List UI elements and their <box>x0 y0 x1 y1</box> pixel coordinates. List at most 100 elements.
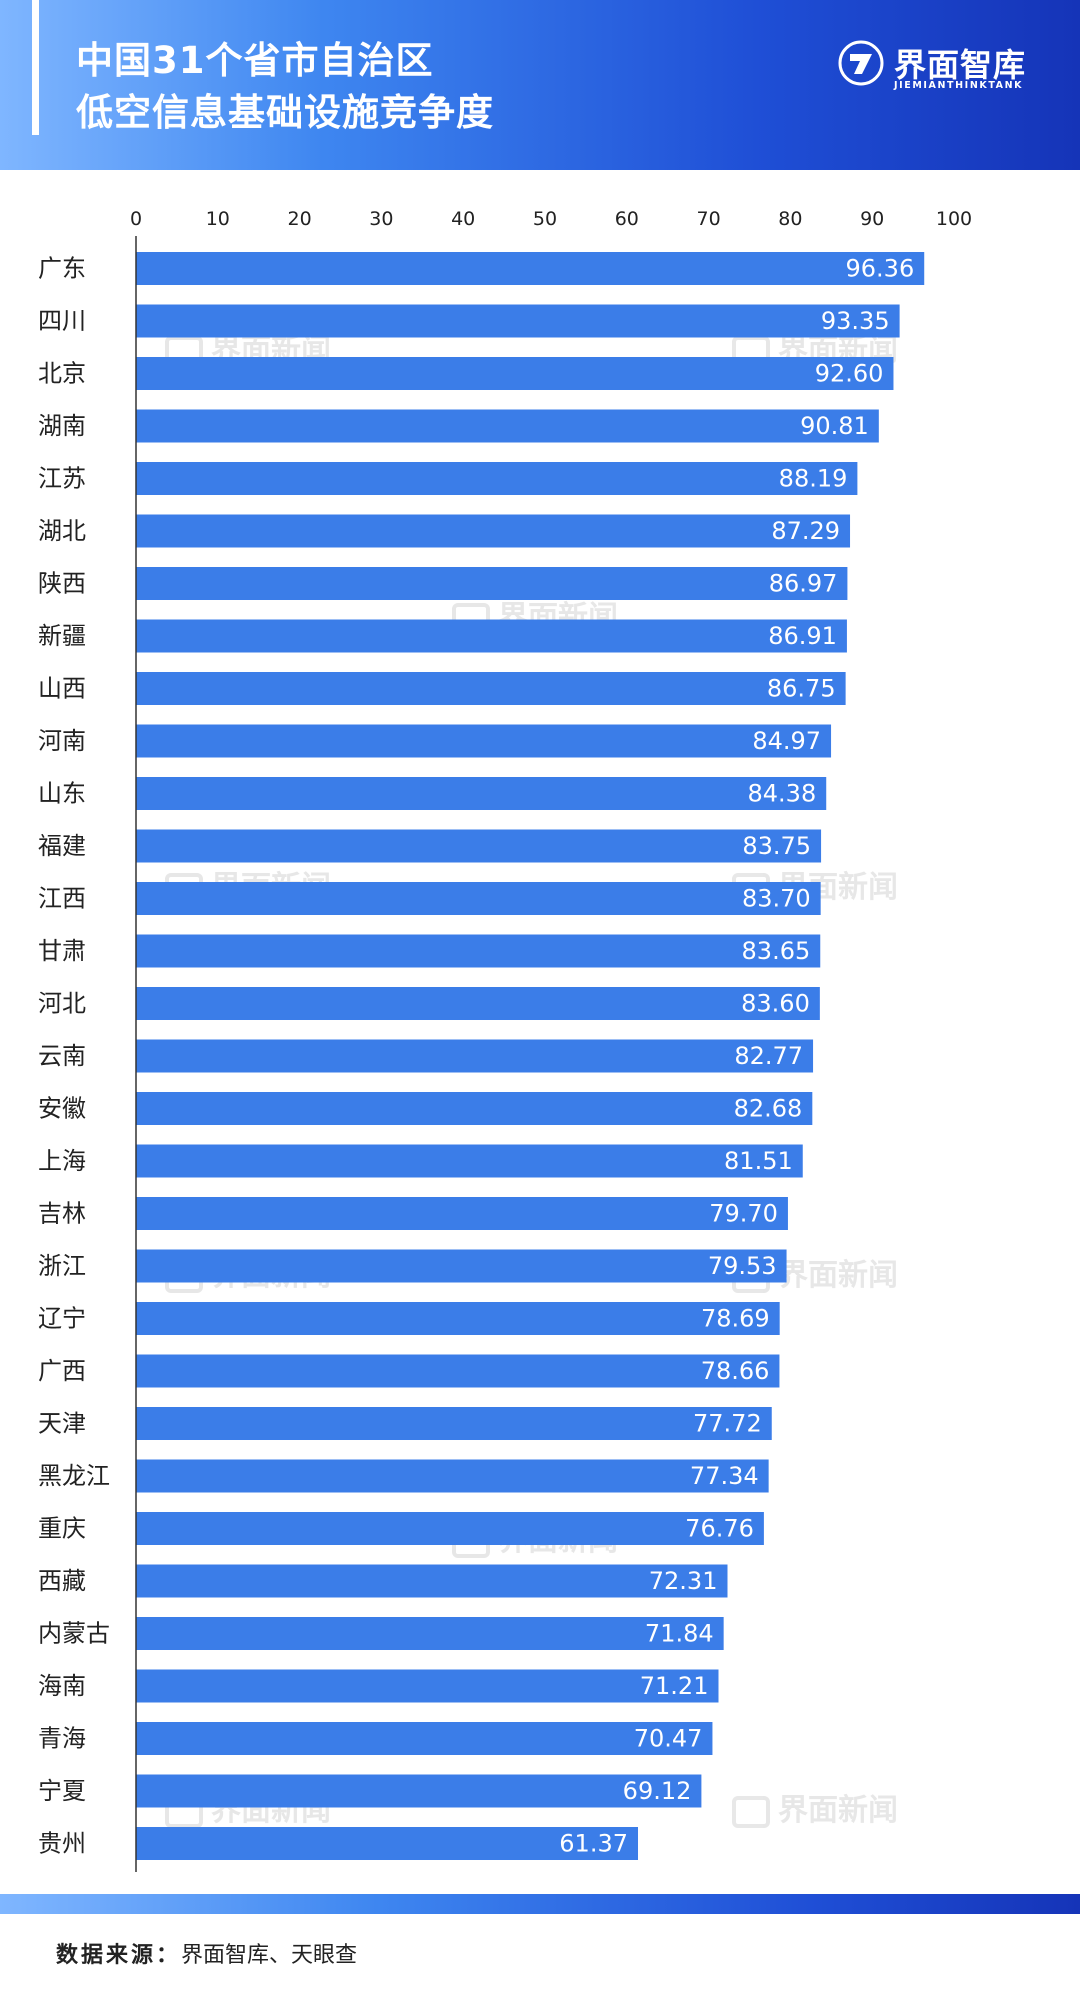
bar <box>136 304 900 338</box>
header-accent-bar <box>32 0 39 135</box>
data-source: 数据来源：界面智库、天眼查 <box>56 1937 357 1969</box>
value-label: 72.31 <box>649 1567 718 1595</box>
value-label: 79.70 <box>709 1200 778 1228</box>
x-tick-label: 70 <box>697 208 721 230</box>
bar <box>136 1669 719 1703</box>
value-label: 79.53 <box>708 1252 777 1280</box>
footer-divider-bar <box>0 1894 1080 1914</box>
value-label: 87.29 <box>771 517 840 545</box>
bar <box>136 409 879 443</box>
x-tick-label: 30 <box>369 208 393 230</box>
value-label: 92.60 <box>815 360 884 388</box>
bar <box>136 1617 724 1650</box>
x-tick-label: 10 <box>206 208 230 230</box>
category-label: 安徽 <box>38 1095 86 1123</box>
category-label: 黑龙江 <box>38 1462 110 1490</box>
category-label: 福建 <box>38 832 86 860</box>
value-label: 81.51 <box>724 1147 793 1175</box>
value-label: 84.38 <box>748 780 817 808</box>
category-label: 云南 <box>38 1042 86 1070</box>
category-label: 新疆 <box>38 622 86 650</box>
bar <box>136 567 848 600</box>
brand-logo: 界面智库 JIEMIANTHINKTANK <box>838 40 1048 100</box>
value-label: 78.66 <box>701 1357 770 1385</box>
category-label: 浙江 <box>38 1252 86 1280</box>
bar <box>136 777 827 810</box>
category-label: 贵州 <box>38 1830 86 1858</box>
x-tick-label: 40 <box>451 208 475 230</box>
value-label: 77.34 <box>690 1462 759 1490</box>
bars-group: 广东 96.36 四川 93.35 北京 92.60 湖南 90.81 江苏 88.19 湖北 87.… <box>38 252 925 1860</box>
value-label: 86.75 <box>767 675 836 703</box>
value-label: 70.47 <box>634 1725 703 1753</box>
value-label: 76.76 <box>685 1515 754 1543</box>
bar <box>136 987 820 1020</box>
category-label: 宁夏 <box>38 1777 86 1805</box>
bar <box>136 252 925 285</box>
category-label: 内蒙古 <box>38 1620 110 1648</box>
category-label: 辽宁 <box>38 1305 86 1333</box>
value-label: 83.75 <box>742 832 811 860</box>
brand-mark-icon <box>838 40 884 86</box>
value-label: 88.19 <box>779 465 848 493</box>
bar <box>136 1197 788 1230</box>
category-label: 天津 <box>38 1410 86 1438</box>
category-label: 江苏 <box>38 465 86 493</box>
value-label: 61.37 <box>559 1830 628 1858</box>
x-tick-label: 20 <box>288 208 312 230</box>
value-label: 82.77 <box>734 1042 803 1070</box>
bar <box>136 1039 814 1073</box>
source-label: 数据来源： <box>56 1943 182 1968</box>
source-text: 界面智库、天眼查 <box>181 1943 358 1968</box>
x-tick-label: 0 <box>130 208 142 230</box>
value-label: 69.12 <box>623 1777 692 1805</box>
bar <box>136 1774 702 1808</box>
category-label: 广西 <box>38 1357 86 1385</box>
category-label: 湖南 <box>38 412 86 440</box>
bar <box>136 1249 787 1283</box>
category-label: 河南 <box>38 727 86 755</box>
brand-name: 界面智库 <box>894 46 1027 84</box>
value-label: 83.65 <box>742 937 811 965</box>
value-label: 96.36 <box>846 255 915 283</box>
bar <box>136 1722 713 1755</box>
value-label: 83.60 <box>741 990 810 1018</box>
bar <box>136 1354 780 1388</box>
value-label: 82.68 <box>734 1095 803 1123</box>
bar <box>136 619 847 653</box>
x-tick-label: 90 <box>860 208 884 230</box>
bar <box>136 1512 764 1545</box>
category-label: 江西 <box>38 885 86 913</box>
category-label: 广东 <box>38 255 86 283</box>
bar <box>136 1407 772 1440</box>
x-tick-label: 100 <box>936 208 972 230</box>
bar <box>136 724 832 758</box>
value-label: 86.97 <box>769 570 838 598</box>
category-label: 吉林 <box>38 1200 86 1228</box>
category-label: 山东 <box>38 780 86 808</box>
x-axis-ticks: 0 10 20 30 40 50 60 70 80 90 100 <box>130 208 972 230</box>
category-label: 湖北 <box>38 517 86 545</box>
chart-title-line-1: 中国31个省市自治区 <box>76 39 434 82</box>
bar <box>136 462 858 495</box>
value-label: 71.21 <box>640 1672 709 1700</box>
x-tick-label: 60 <box>615 208 639 230</box>
value-label: 93.35 <box>821 307 890 335</box>
category-label: 河北 <box>38 990 86 1018</box>
category-label: 陕西 <box>38 570 86 598</box>
bar <box>136 1827 639 1860</box>
x-tick-label: 80 <box>778 208 802 230</box>
chart-title-line-2: 低空信息基础设施竞争度 <box>76 91 494 134</box>
bar <box>136 1564 728 1598</box>
bar <box>136 882 821 915</box>
header-banner: 中国31个省市自治区 低空信息基础设施竞争度 界面智库 JIEMIANTHINK… <box>0 0 1080 170</box>
bar <box>136 1092 813 1125</box>
bar <box>136 514 851 548</box>
value-label: 90.81 <box>800 412 869 440</box>
bar <box>136 672 846 705</box>
category-label: 甘肃 <box>38 937 86 965</box>
value-label: 84.97 <box>752 727 821 755</box>
category-label: 海南 <box>38 1672 86 1700</box>
value-label: 71.84 <box>645 1620 714 1648</box>
value-label: 78.69 <box>701 1305 770 1333</box>
